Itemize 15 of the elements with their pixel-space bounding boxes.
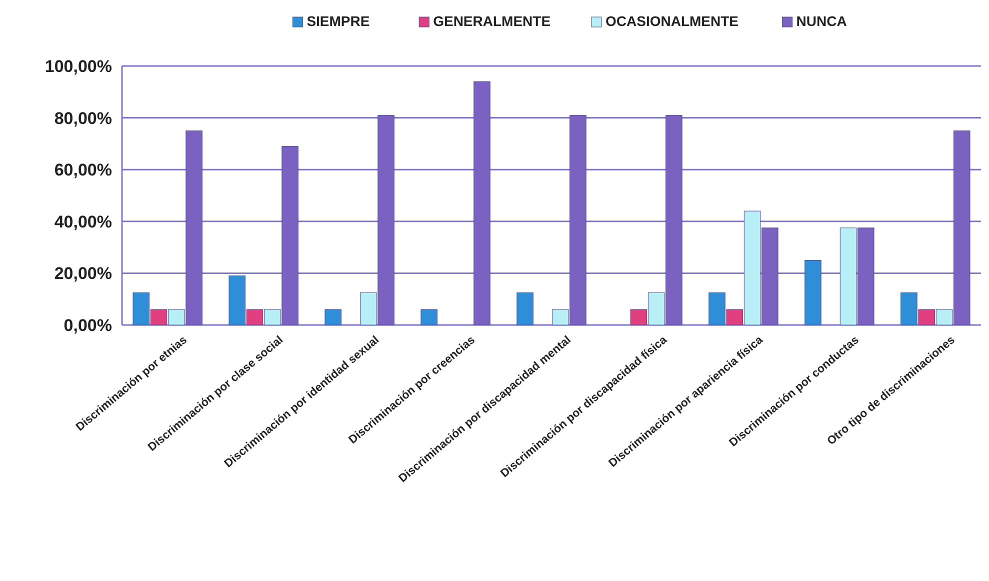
legend-label: OCASIONALMENTE bbox=[606, 13, 738, 29]
legend-label: GENERALMENTE bbox=[433, 13, 551, 29]
y-tick-label: 60,00% bbox=[54, 160, 112, 180]
y-tick-label: 80,00% bbox=[54, 108, 112, 128]
bar bbox=[516, 292, 534, 326]
bar bbox=[420, 309, 438, 326]
legend-label: NUNCA bbox=[796, 13, 847, 29]
legend-label: SIEMPRE bbox=[306, 13, 370, 29]
y-tick-label: 100,00% bbox=[44, 56, 112, 76]
bar bbox=[474, 81, 490, 326]
bar bbox=[804, 260, 822, 326]
y-tick-label: 20,00% bbox=[54, 264, 112, 284]
y-tick-label: 0,00% bbox=[64, 316, 112, 335]
bar bbox=[324, 309, 342, 326]
y-tick-label: 40,00% bbox=[54, 212, 112, 232]
